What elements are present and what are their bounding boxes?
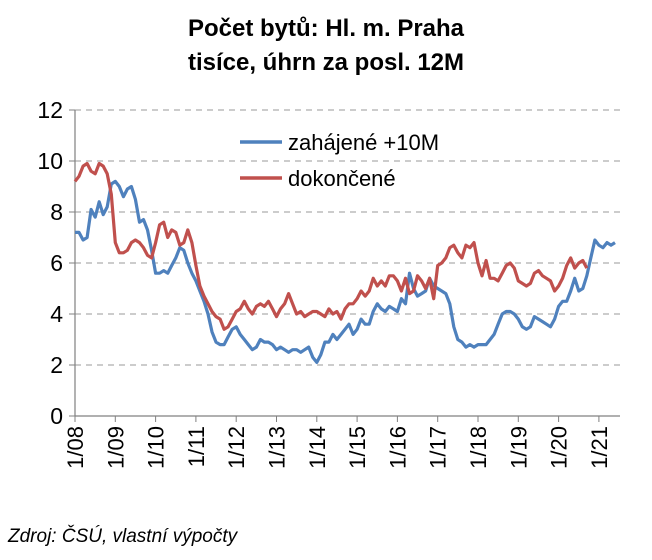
y-tick-label: 10 xyxy=(37,148,63,174)
series-line-1 xyxy=(75,179,616,364)
x-tick-label: 1/19 xyxy=(506,426,531,469)
x-tick-label: 1/11 xyxy=(184,426,209,467)
legend-label-2: dokončené xyxy=(288,166,396,191)
x-tick-label: 1/16 xyxy=(385,426,410,469)
y-tick-label: 8 xyxy=(50,199,63,225)
x-tick-label: 1/10 xyxy=(144,426,169,469)
y-tick-label: 12 xyxy=(37,97,63,123)
axes xyxy=(69,109,620,422)
x-tick-label: 1/17 xyxy=(426,426,451,469)
x-tick-label: 1/21 xyxy=(587,426,612,469)
chart-title-line: Počet bytů: Hl. m. Praha xyxy=(187,15,465,42)
y-tick-label: 2 xyxy=(50,352,63,378)
x-tick-label: 1/14 xyxy=(305,426,330,469)
x-tick-label: 1/20 xyxy=(547,426,572,469)
series-lines xyxy=(73,161,616,364)
source-note: Zdroj: ČSÚ, vlastní výpočty xyxy=(8,526,238,547)
x-tick-label: 1/12 xyxy=(224,426,249,469)
gridlines xyxy=(75,109,620,366)
x-tick-label: 1/08 xyxy=(63,426,88,469)
y-tick-label: 4 xyxy=(50,301,63,327)
legend: zahájené +10M dokončené xyxy=(240,130,439,191)
x-tick-label: 1/13 xyxy=(265,426,290,469)
x-tick-label: 1/15 xyxy=(345,426,370,469)
chart-subtitle-line: tisíce, úhrn za posl. 12M xyxy=(187,49,465,76)
x-tick-labels: 1/08 1/09 1/10 1/11 1/12 1/13 1/14 1/15 1/16 1/17… xyxy=(63,426,612,469)
series-line-2 xyxy=(73,161,589,331)
x-tick-label: 1/09 xyxy=(103,426,128,469)
y-tick-label: 6 xyxy=(50,250,63,276)
y-tick-labels: 0 2 4 6 8 10 12 xyxy=(37,97,63,429)
x-tick-label: 1/18 xyxy=(466,426,491,469)
legend-label-1: zahájené +10M xyxy=(288,130,439,155)
y-tick-label: 0 xyxy=(50,403,63,429)
chart-title: Počet bytů: Hl. m. Praha tisíce, úhrn za… xyxy=(0,12,652,80)
